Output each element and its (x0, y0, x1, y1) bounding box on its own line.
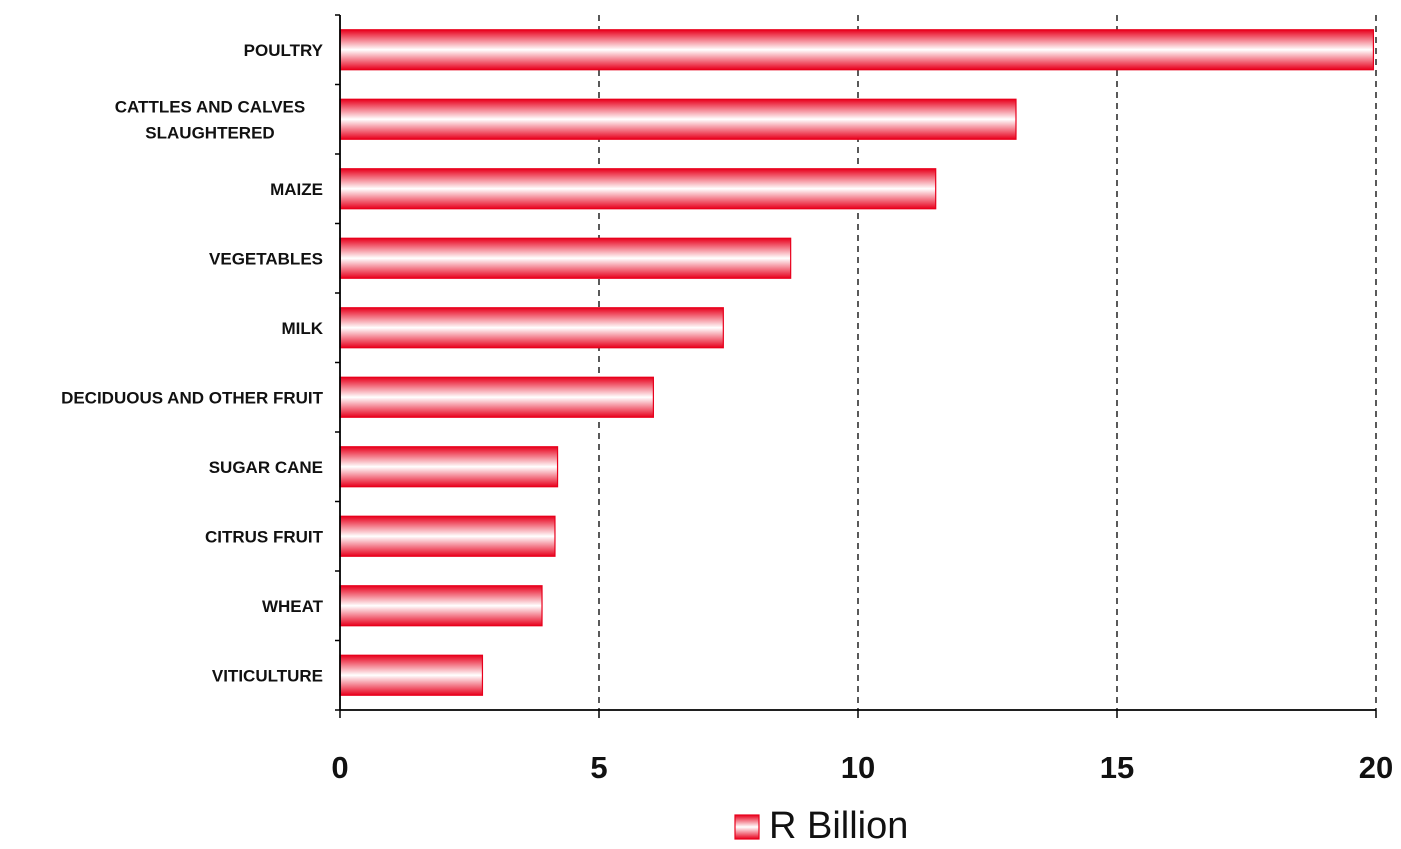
x-tick-label: 5 (590, 750, 607, 785)
bar (339, 376, 654, 418)
category-labels: POULTRY CATTLES AND CALVES SLAUGHTERED MAIZ… (61, 41, 324, 686)
x-tick-label: 15 (1100, 750, 1134, 785)
x-tick-label: 20 (1359, 750, 1393, 785)
bar (339, 98, 1017, 140)
bars (339, 29, 1375, 696)
x-tick-label: 0 (331, 750, 348, 785)
category-label: MILK (281, 319, 323, 338)
bar (339, 515, 556, 557)
bar (339, 446, 559, 488)
category-label: MAIZE (270, 180, 323, 199)
category-label: CITRUS FRUIT (205, 527, 324, 546)
axes (335, 14, 1377, 718)
category-label: VEGETABLES (209, 249, 323, 268)
bar (339, 29, 1375, 71)
bar (339, 585, 543, 627)
category-label: VITICULTURE (212, 666, 323, 685)
category-label: POULTRY (244, 41, 324, 60)
legend-label: R Billion (769, 805, 908, 844)
bar (339, 654, 484, 696)
category-label: WHEAT (262, 597, 324, 616)
bar (339, 168, 937, 210)
category-label: SLAUGHTERED (145, 123, 274, 142)
bar (339, 237, 792, 279)
category-label: CATTLES AND CALVES (115, 97, 305, 116)
bar (339, 307, 724, 349)
category-label: DECIDUOUS AND OTHER FRUIT (61, 388, 324, 407)
legend-swatch (734, 814, 760, 840)
x-tick-label: 10 (841, 750, 875, 785)
x-tick-labels: 0 5 10 15 20 (331, 750, 1393, 785)
legend: R Billion (734, 805, 908, 847)
category-label: SUGAR CANE (209, 458, 323, 477)
